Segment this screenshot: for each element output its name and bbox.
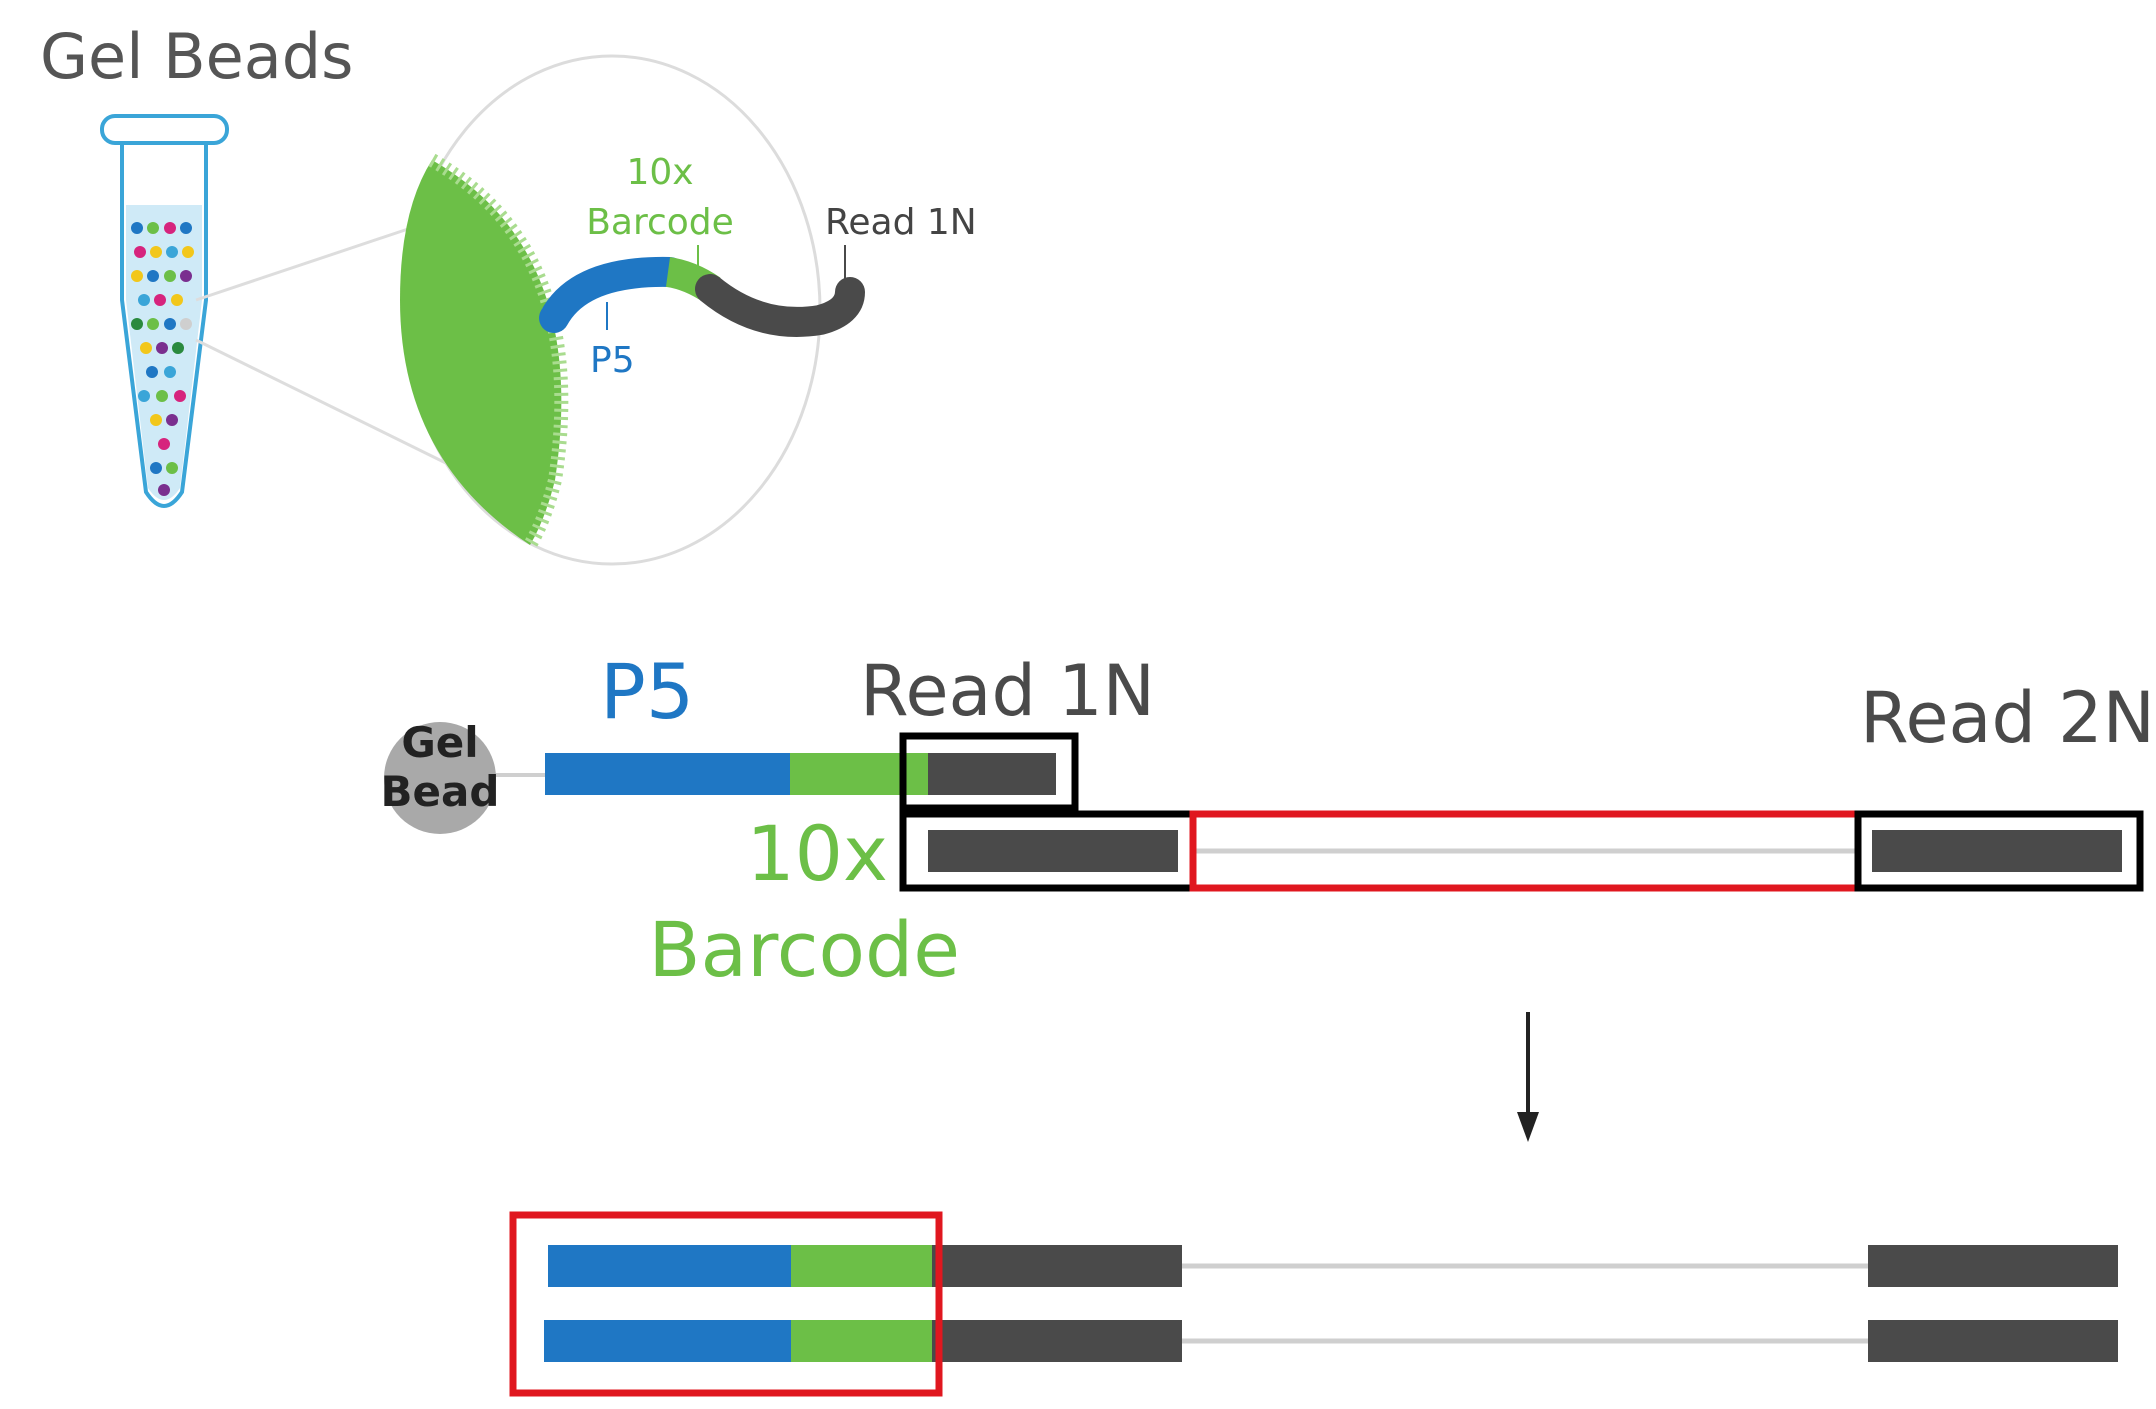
zoom-p5-label: P5 bbox=[590, 340, 635, 381]
barcode-segment bbox=[790, 753, 928, 795]
barcode-label-2: Barcode bbox=[648, 905, 960, 994]
tube-icon bbox=[100, 114, 229, 508]
gel-bead-label-2: Bead bbox=[381, 767, 500, 816]
read2-highlight-box bbox=[1854, 810, 2144, 892]
read1-segment bbox=[928, 753, 1056, 795]
gel-bead-node: Gel Bead bbox=[381, 718, 545, 834]
p5-segment bbox=[545, 753, 790, 795]
read1-complement-segment bbox=[928, 830, 1178, 872]
barcode-label-1: 10x bbox=[746, 809, 888, 898]
gel-bead-label-1: Gel bbox=[401, 718, 478, 767]
read1-highlight-box bbox=[899, 732, 1079, 812]
product-strand-2 bbox=[544, 1320, 2118, 1362]
oligo-strand bbox=[539, 256, 865, 337]
down-arrow-icon bbox=[1517, 1012, 1539, 1142]
read1-label: Read 1N bbox=[860, 650, 1155, 732]
p5-label: P5 bbox=[600, 647, 694, 736]
read2-segment bbox=[1872, 830, 2122, 872]
zoom-read1-label: Read 1N bbox=[825, 202, 977, 243]
product-highlight-box bbox=[509, 1211, 943, 1397]
zoom-barcode-label-2: Barcode bbox=[586, 202, 734, 243]
bead-zoom-circle bbox=[400, 54, 822, 566]
zoom-barcode-label-1: 10x bbox=[626, 152, 693, 193]
gel-beads-title: Gel Beads bbox=[40, 20, 353, 93]
product-strand-1 bbox=[548, 1245, 2118, 1287]
read2-label: Read 2N bbox=[1860, 677, 2155, 759]
bead-dots bbox=[131, 222, 194, 496]
